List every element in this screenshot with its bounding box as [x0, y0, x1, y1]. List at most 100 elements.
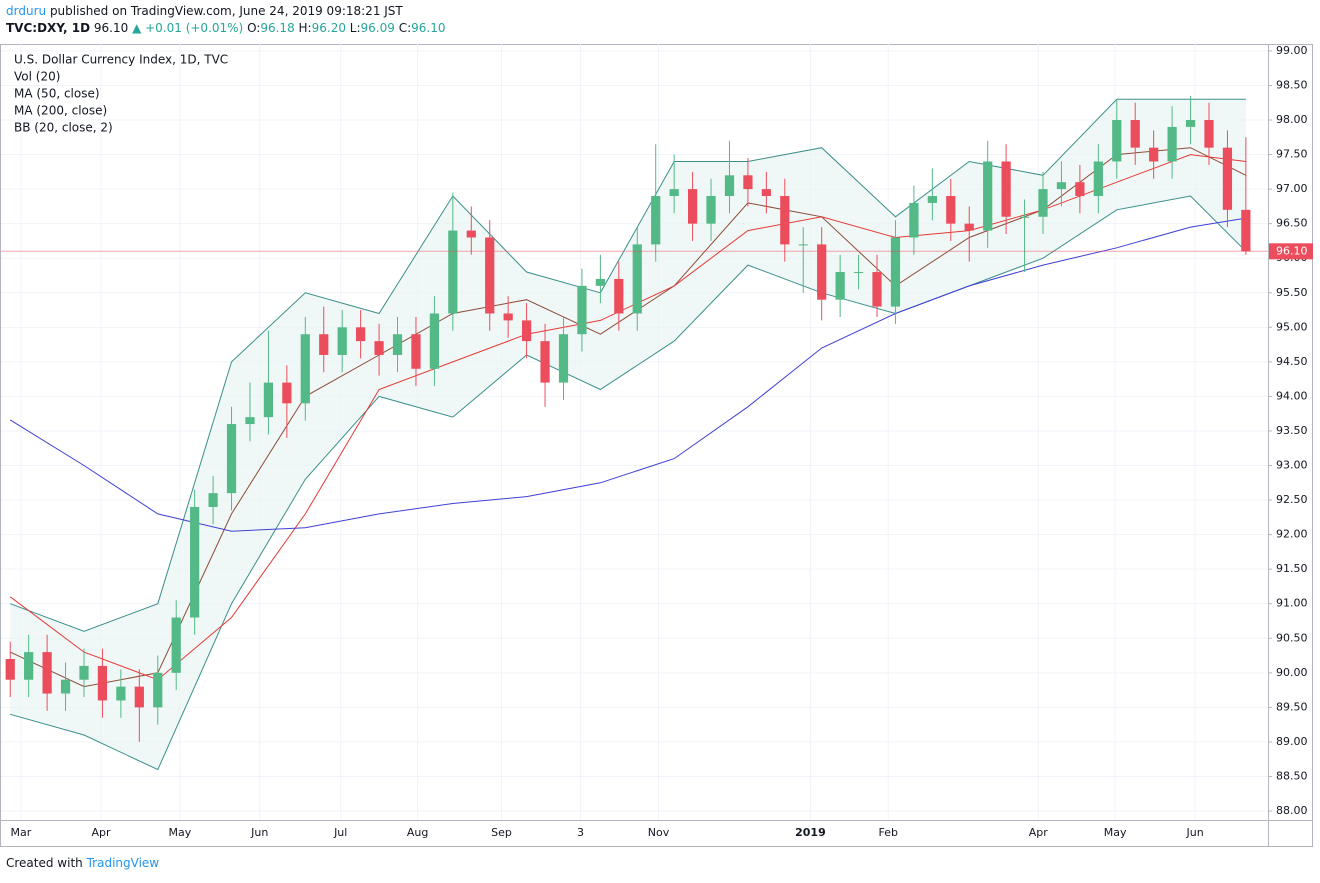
x-tick-label: 3	[577, 826, 584, 839]
candle-body	[761, 189, 771, 197]
candle-body	[1130, 120, 1140, 148]
y-tick-label: 96.50	[1276, 217, 1308, 230]
candle-body	[190, 506, 200, 618]
candle-body	[226, 424, 237, 494]
candle-body	[669, 189, 679, 197]
candle-body	[337, 327, 347, 355]
last-price-tag	[1269, 243, 1313, 260]
candle-body	[24, 652, 34, 680]
y-tick-label: 91.00	[1276, 597, 1308, 610]
ohlc-value: 96.18	[260, 21, 295, 35]
candle-body	[614, 278, 624, 314]
candle-body	[429, 313, 440, 369]
candle-body	[651, 196, 661, 245]
y-tick-label: 97.50	[1276, 148, 1308, 161]
y-tick-label: 89.50	[1276, 700, 1308, 713]
y-tick-label: 89.00	[1276, 735, 1308, 748]
y-tick-label: 92.00	[1276, 528, 1308, 541]
candle-body	[208, 493, 218, 507]
candle-body	[485, 237, 495, 314]
candle-body	[983, 161, 993, 231]
candle-body	[374, 341, 384, 355]
y-tick-label: 94.50	[1276, 355, 1308, 368]
legend-entry: Vol (20)	[14, 70, 60, 84]
chart: 88.00 88.50 89.00 89.50 90.00 90.50 91.00 91.50…	[0, 44, 1313, 847]
published: published on TradingView.com, June 24, 2…	[49, 4, 403, 18]
y-tick-label: 97.00	[1276, 182, 1308, 195]
candle-body	[853, 272, 864, 274]
ohlc-value: 96.10	[411, 21, 446, 35]
candle-body	[577, 285, 587, 335]
candle-body	[1149, 147, 1159, 162]
candle-body	[909, 202, 919, 238]
x-tick-label: May	[169, 826, 192, 839]
quote-line: TVC:DXY, 1D 96.10 ▲ +0.01 (+0.01%) O:96.…	[6, 21, 446, 35]
x-tick-label: 2019	[795, 826, 826, 839]
candle-body	[319, 334, 329, 355]
candle-body	[392, 334, 403, 355]
y-tick-label: 90.00	[1276, 666, 1308, 679]
y-tick-label: 95.50	[1276, 286, 1308, 299]
y-tick-label: 95.00	[1276, 320, 1308, 333]
candle-body	[134, 686, 144, 708]
x-tick-label: Nov	[648, 826, 670, 839]
x-tick-label: Aug	[407, 826, 428, 839]
legend-entry: MA (200, close)	[14, 104, 107, 118]
ohlc-value: 96.09	[360, 21, 395, 35]
y-tick-label: 88.50	[1276, 769, 1308, 782]
y-tick-label: 93.00	[1276, 459, 1308, 472]
publish-line: drduru published on TradingView.com, Jun…	[6, 4, 403, 18]
legend-entry: BB (20, close, 2)	[14, 121, 113, 135]
candle-body	[724, 175, 735, 197]
candle-body	[632, 244, 642, 314]
candle-body	[448, 230, 458, 314]
plot	[1, 95, 1268, 771]
last-price-label: 96.10	[1276, 244, 1308, 257]
candle-body	[1038, 189, 1048, 217]
candle-body	[964, 223, 974, 231]
candle-body	[466, 230, 476, 238]
candle-body	[798, 244, 808, 246]
x-tick-label: Jun	[250, 826, 268, 839]
candle-body	[5, 658, 15, 680]
brand[interactable]: TradingView	[86, 856, 160, 870]
candle-body	[1222, 147, 1233, 210]
candle-body	[1112, 120, 1122, 162]
candle-body	[153, 672, 163, 708]
candle-body	[890, 237, 901, 307]
candle-body	[1167, 126, 1177, 162]
candle-body	[595, 278, 605, 286]
y-tick-label: 90.50	[1276, 631, 1308, 644]
candle-body	[79, 665, 89, 680]
y-tick-label: 91.50	[1276, 562, 1308, 575]
y-tick-label: 88.00	[1276, 804, 1308, 817]
ohlc-key: L:	[349, 21, 361, 35]
bb-fill	[10, 99, 1246, 770]
x-tick-label: Sep	[491, 826, 512, 839]
candle-body	[1093, 161, 1103, 197]
candle-body	[245, 417, 255, 425]
candle-body	[503, 313, 513, 321]
y-tick-label: 98.00	[1276, 113, 1308, 126]
candle-body	[60, 679, 71, 694]
change: ▲ +0.01 (+0.01%)	[132, 21, 244, 35]
candle-body	[1241, 209, 1251, 252]
y-tick-label: 92.50	[1276, 493, 1308, 506]
candle-body	[872, 272, 882, 307]
ma-line	[9, 217, 1246, 532]
author[interactable]: drduru	[6, 4, 47, 18]
candle-body	[282, 382, 292, 404]
y-tick-label: 98.50	[1276, 78, 1308, 91]
candle-body	[1019, 216, 1030, 218]
candle-body	[411, 334, 421, 369]
candle-body	[540, 341, 550, 383]
y-tick-label: 93.50	[1276, 424, 1308, 437]
ohlc-key: H:	[298, 21, 312, 35]
candle-body	[97, 665, 108, 701]
candle-body	[1056, 182, 1067, 190]
candle-body	[780, 196, 790, 245]
ohlc-key: O:	[247, 21, 261, 35]
bb-lower	[10, 195, 1247, 771]
candle-body	[116, 686, 126, 701]
candle-body	[300, 334, 310, 404]
